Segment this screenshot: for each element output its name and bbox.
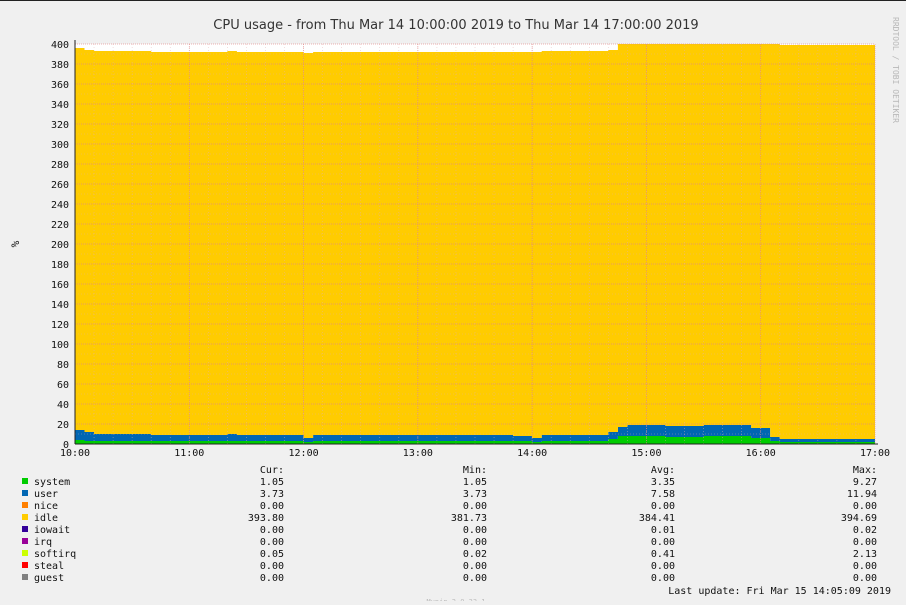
- y-tick-label: 360: [51, 80, 69, 91]
- legend-value: 0.01: [651, 525, 675, 536]
- y-axis-label: %: [9, 240, 22, 247]
- y-tick-label: 180: [51, 260, 69, 271]
- legend-value: 0.00: [260, 573, 284, 584]
- y-tick-label: 120: [51, 320, 69, 331]
- legend-value: 0.00: [651, 561, 675, 572]
- legend-value: 0.00: [651, 501, 675, 512]
- legend-name-system: system: [34, 477, 70, 488]
- y-tick-label: 20: [57, 420, 69, 431]
- legend-value: 0.00: [651, 573, 675, 584]
- legend-name-guest: guest: [34, 573, 64, 584]
- legend-value: 0.00: [463, 561, 487, 572]
- legend-swatch-nice: [22, 502, 28, 508]
- x-tick-label: 12:00: [289, 448, 319, 459]
- legend-value: 0.00: [260, 537, 284, 548]
- legend-name-idle: idle: [34, 513, 58, 524]
- legend-name-irq: irq: [34, 537, 52, 548]
- legend-value: 11.94: [847, 489, 877, 500]
- legend-header: Avg:: [651, 465, 675, 476]
- y-tick-label: 220: [51, 220, 69, 231]
- legend-value: 0.00: [463, 501, 487, 512]
- legend-header: Min:: [463, 465, 487, 476]
- legend-name-iowait: iowait: [34, 525, 70, 536]
- legend-value: 0.02: [463, 549, 487, 560]
- legend-value: 0.00: [260, 525, 284, 536]
- area-system: [75, 436, 875, 444]
- legend-value: 0.00: [853, 573, 877, 584]
- legend-swatch-irq: [22, 538, 28, 544]
- legend-value: 0.00: [853, 561, 877, 572]
- legend-value: 0.00: [651, 537, 675, 548]
- x-tick-label: 15:00: [631, 448, 661, 459]
- legend-swatch-softirq: [22, 550, 28, 556]
- legend-name-user: user: [34, 489, 58, 500]
- legend-value: 9.27: [853, 477, 877, 488]
- y-tick-label: 100: [51, 340, 69, 351]
- rrdtool-credit: RRDTOOL / TOBI OETIKER: [891, 17, 900, 123]
- y-tick-label: 60: [57, 380, 69, 391]
- y-tick-label: 320: [51, 120, 69, 131]
- x-tick-label: 11:00: [174, 448, 204, 459]
- y-tick-label: 380: [51, 60, 69, 71]
- legend-value: 1.05: [463, 477, 487, 488]
- legend-swatch-system: [22, 478, 28, 484]
- y-tick-label: 400: [51, 40, 69, 51]
- y-tick-label: 0: [63, 440, 69, 451]
- x-tick-label: 13:00: [403, 448, 433, 459]
- area-user: [75, 425, 875, 442]
- x-tick-label: 17:00: [860, 448, 890, 459]
- y-tick-label: 260: [51, 180, 69, 191]
- legend-name-softirq: softirq: [34, 549, 76, 560]
- legend-swatch-idle: [22, 514, 28, 520]
- y-tick-label: 80: [57, 360, 69, 371]
- legend-swatch-guest: [22, 574, 28, 580]
- legend-value: 2.13: [853, 549, 877, 560]
- x-tick-label: 10:00: [60, 448, 90, 459]
- legend-value: 3.73: [260, 489, 284, 500]
- legend-value: 0.00: [853, 501, 877, 512]
- legend-value: 1.05: [260, 477, 284, 488]
- area-idle: [75, 44, 875, 439]
- legend-swatch-user: [22, 490, 28, 496]
- legend-swatch-steal: [22, 562, 28, 568]
- legend-name-steal: steal: [34, 561, 64, 572]
- last-update: Last update: Fri Mar 15 14:05:09 2019: [668, 586, 891, 597]
- legend-value: 3.35: [651, 477, 675, 488]
- legend-value: 381.73: [451, 513, 487, 524]
- legend-value: 394.69: [841, 513, 877, 524]
- legend-value: 0.00: [260, 561, 284, 572]
- legend-header: Cur:: [260, 465, 284, 476]
- legend-value: 384.41: [639, 513, 675, 524]
- legend-value: 0.41: [651, 549, 675, 560]
- y-tick-label: 140: [51, 300, 69, 311]
- legend-swatch-iowait: [22, 526, 28, 532]
- legend-header: Max:: [853, 465, 877, 476]
- legend-value: 0.00: [853, 537, 877, 548]
- legend-name-nice: nice: [34, 501, 58, 512]
- legend-value: 0.00: [463, 573, 487, 584]
- legend-value: 7.58: [651, 489, 675, 500]
- y-tick-label: 300: [51, 140, 69, 151]
- y-tick-label: 240: [51, 200, 69, 211]
- legend-value: 3.73: [463, 489, 487, 500]
- legend-value: 0.00: [260, 501, 284, 512]
- y-tick-label: 160: [51, 280, 69, 291]
- y-tick-label: 280: [51, 160, 69, 171]
- chart-title: CPU usage - from Thu Mar 14 10:00:00 201…: [213, 18, 698, 33]
- legend-value: 393.80: [248, 513, 284, 524]
- x-tick-label: 14:00: [517, 448, 547, 459]
- legend-value: 0.05: [260, 549, 284, 560]
- x-tick-label: 16:00: [746, 448, 776, 459]
- y-tick-label: 200: [51, 240, 69, 251]
- y-tick-label: 340: [51, 100, 69, 111]
- legend-value: 0.00: [463, 525, 487, 536]
- legend-value: 0.00: [463, 537, 487, 548]
- y-tick-label: 40: [57, 400, 69, 411]
- legend-value: 0.02: [853, 525, 877, 536]
